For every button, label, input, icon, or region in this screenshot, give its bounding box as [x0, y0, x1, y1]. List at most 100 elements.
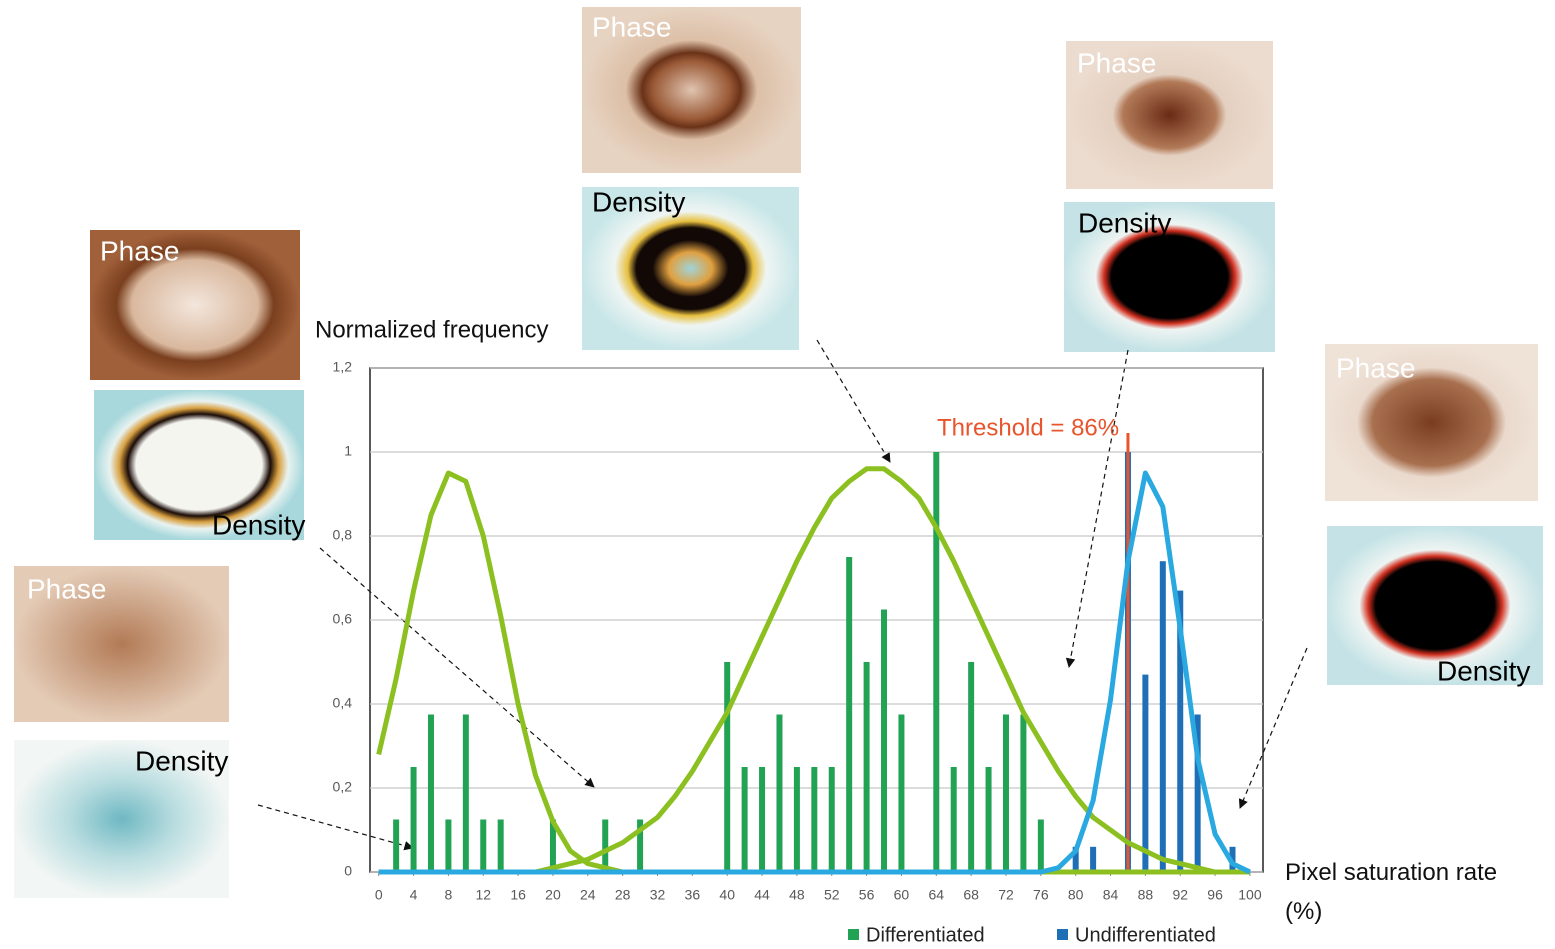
bar: [427, 714, 434, 872]
x-tick-label: 92: [1172, 887, 1188, 903]
arrow: [319, 547, 595, 788]
arrow: [1238, 647, 1308, 809]
bar: [1177, 590, 1184, 872]
bar: [462, 714, 469, 872]
bar: [828, 767, 835, 872]
fit-curve: [378, 470, 1251, 875]
x-tick-label: 20: [545, 887, 561, 903]
x-tick-label: 96: [1207, 887, 1223, 903]
bar: [1020, 714, 1027, 872]
density-label: Density: [592, 186, 685, 217]
bar: [793, 767, 800, 872]
legend-label: Differentiated: [866, 924, 985, 946]
x-tick-label: 48: [789, 887, 805, 903]
bar: [811, 767, 818, 872]
x-tick-label: 100: [1238, 887, 1262, 903]
x-tick-label: 88: [1138, 887, 1154, 903]
x-tick-label: 0: [375, 887, 383, 903]
density-label: Density: [1078, 207, 1171, 238]
arrow: [257, 804, 414, 851]
density-image: [1064, 202, 1275, 352]
bar: [497, 819, 504, 872]
x-tick-label: 12: [475, 887, 491, 903]
bar: [445, 819, 452, 872]
phase-label: Phase: [1077, 47, 1156, 78]
x-tick-label: 8: [445, 887, 453, 903]
phase-label: Phase: [100, 235, 179, 266]
y-tick-label: 0,8: [333, 527, 353, 543]
y-tick-label: 0,6: [333, 611, 353, 627]
x-tick-label: 60: [894, 887, 910, 903]
x-tick-label: 64: [929, 887, 945, 903]
bar: [898, 714, 905, 872]
image-labels: Phase Density Phase Density Phase Densit…: [27, 11, 1530, 776]
bar: [985, 767, 992, 872]
plot: 00,20,40,60,811,20 4 8 12 16 20 24 28 32 36 40 44 48…: [333, 359, 1263, 903]
x-tick-label: 52: [824, 887, 840, 903]
x-tick-label: 68: [963, 887, 979, 903]
x-tick-label: 80: [1068, 887, 1084, 903]
y-tick-label: 1: [344, 443, 352, 459]
x-tick-label: 28: [615, 887, 631, 903]
threshold-label: Threshold = 86%: [937, 414, 1119, 441]
bar: [480, 819, 487, 872]
bar: [1194, 714, 1201, 872]
bar: [1037, 819, 1044, 872]
bar: [1159, 561, 1166, 872]
x-tick-label: 40: [719, 887, 735, 903]
phase-image: [1066, 41, 1273, 189]
x-tick-label: 36: [685, 887, 701, 903]
bar: [933, 452, 940, 872]
phase-label: Phase: [1336, 352, 1415, 383]
x-axis-title: Pixel saturation rate (%): [1285, 859, 1498, 925]
phase-image: [14, 566, 229, 722]
bar: [724, 662, 731, 872]
y-tick-label: 0,2: [333, 779, 353, 795]
phase-image: [1325, 344, 1538, 501]
phase-label: Phase: [592, 11, 671, 42]
phase-image: [90, 230, 300, 380]
bar: [950, 767, 957, 872]
phase-image: [582, 7, 801, 173]
bar: [410, 767, 417, 872]
bar: [759, 767, 766, 872]
y-tick-label: 0,4: [333, 695, 353, 711]
x-tick-label: 4: [410, 887, 418, 903]
x-tick-label: 76: [1033, 887, 1049, 903]
bar: [602, 819, 609, 872]
bar: [881, 609, 888, 872]
density-image: [1327, 526, 1543, 685]
bar: [1142, 674, 1149, 872]
density-image: [14, 740, 229, 898]
x-tick-label: 56: [859, 887, 875, 903]
y-tick-label: 0: [344, 863, 352, 879]
legend-swatch: [848, 929, 859, 940]
x-tick-label: 24: [580, 887, 596, 903]
density-image: [94, 390, 304, 540]
y-tick-label: 1,2: [333, 359, 353, 375]
legend-swatch: [1057, 929, 1068, 940]
bar: [637, 819, 644, 872]
bar: [1002, 714, 1009, 872]
bar: [393, 819, 400, 872]
bar: [1090, 846, 1097, 872]
y-axis-title: Normalized frequency: [315, 316, 548, 343]
legend-label: Undifferentiated: [1075, 924, 1216, 946]
x-tick-label: 44: [754, 887, 770, 903]
micrograph-images: [14, 7, 1543, 898]
x-tick-label: 72: [998, 887, 1014, 903]
arrow: [816, 339, 891, 463]
density-image: [582, 187, 799, 350]
bar: [846, 557, 853, 872]
bar: [549, 819, 556, 872]
bar: [968, 662, 975, 872]
bar: [1072, 846, 1079, 872]
x-tick-label: 84: [1103, 887, 1119, 903]
x-tick-label: 16: [510, 887, 526, 903]
density-label: Density: [135, 745, 228, 776]
phase-label: Phase: [27, 573, 106, 604]
bar: [863, 662, 870, 872]
density-label: Density: [212, 509, 305, 540]
